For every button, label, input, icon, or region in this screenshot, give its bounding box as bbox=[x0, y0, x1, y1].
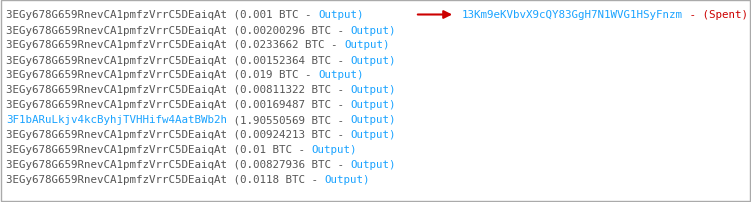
Text: Output): Output) bbox=[344, 40, 390, 50]
Text: 3EGy678G659RnevCA1pmfzVrrC5DEaiqAt (0.00169487 BTC -: 3EGy678G659RnevCA1pmfzVrrC5DEaiqAt (0.00… bbox=[6, 100, 351, 110]
Text: 3EGy678G659RnevCA1pmfzVrrC5DEaiqAt (0.001 BTC -: 3EGy678G659RnevCA1pmfzVrrC5DEaiqAt (0.00… bbox=[6, 11, 318, 20]
Text: 3EGy678G659RnevCA1pmfzVrrC5DEaiqAt (0.00924213 BTC -: 3EGy678G659RnevCA1pmfzVrrC5DEaiqAt (0.00… bbox=[6, 130, 351, 140]
Text: 3EGy678G659RnevCA1pmfzVrrC5DEaiqAt (0.00152364 BTC -: 3EGy678G659RnevCA1pmfzVrrC5DEaiqAt (0.00… bbox=[6, 55, 351, 65]
Text: 3EGy678G659RnevCA1pmfzVrrC5DEaiqAt (0.00827936 BTC -: 3EGy678G659RnevCA1pmfzVrrC5DEaiqAt (0.00… bbox=[6, 160, 351, 170]
Text: 13Km9eKVbvX9cQY83GgH7N1WVG1HSyFnzm: 13Km9eKVbvX9cQY83GgH7N1WVG1HSyFnzm bbox=[462, 11, 683, 20]
Text: 3EGy678G659RnevCA1pmfzVrrC5DEaiqAt (0.00811322 BTC -: 3EGy678G659RnevCA1pmfzVrrC5DEaiqAt (0.00… bbox=[6, 85, 351, 95]
Text: Output): Output) bbox=[351, 25, 396, 35]
Text: 3EGy678G659RnevCA1pmfzVrrC5DEaiqAt (0.0233662 BTC -: 3EGy678G659RnevCA1pmfzVrrC5DEaiqAt (0.02… bbox=[6, 40, 344, 50]
Text: Output): Output) bbox=[318, 70, 363, 80]
Text: 3EGy678G659RnevCA1pmfzVrrC5DEaiqAt (0.00200296 BTC -: 3EGy678G659RnevCA1pmfzVrrC5DEaiqAt (0.00… bbox=[6, 25, 351, 35]
Text: 3EGy678G659RnevCA1pmfzVrrC5DEaiqAt (0.01 BTC -: 3EGy678G659RnevCA1pmfzVrrC5DEaiqAt (0.01… bbox=[6, 145, 312, 155]
Text: Output): Output) bbox=[351, 100, 396, 110]
Text: 3F1bARuLkjv4kcByhjTVHHifw4AatBWb2h: 3F1bARuLkjv4kcByhjTVHHifw4AatBWb2h bbox=[6, 115, 227, 125]
Text: 3EGy678G659RnevCA1pmfzVrrC5DEaiqAt (0.019 BTC -: 3EGy678G659RnevCA1pmfzVrrC5DEaiqAt (0.01… bbox=[6, 70, 318, 80]
Text: Output): Output) bbox=[351, 130, 396, 140]
Text: Output): Output) bbox=[351, 55, 396, 65]
Text: Output): Output) bbox=[318, 11, 363, 20]
Text: Output): Output) bbox=[351, 160, 396, 170]
Text: Output): Output) bbox=[324, 175, 370, 185]
Text: Output): Output) bbox=[351, 85, 396, 95]
Text: - (Spent): - (Spent) bbox=[683, 11, 748, 20]
Text: 3EGy678G659RnevCA1pmfzVrrC5DEaiqAt (0.0118 BTC -: 3EGy678G659RnevCA1pmfzVrrC5DEaiqAt (0.01… bbox=[6, 175, 324, 185]
Text: Output): Output) bbox=[312, 145, 357, 155]
Text: Output): Output) bbox=[351, 115, 396, 125]
Text: (1.90550569 BTC -: (1.90550569 BTC - bbox=[227, 115, 351, 125]
